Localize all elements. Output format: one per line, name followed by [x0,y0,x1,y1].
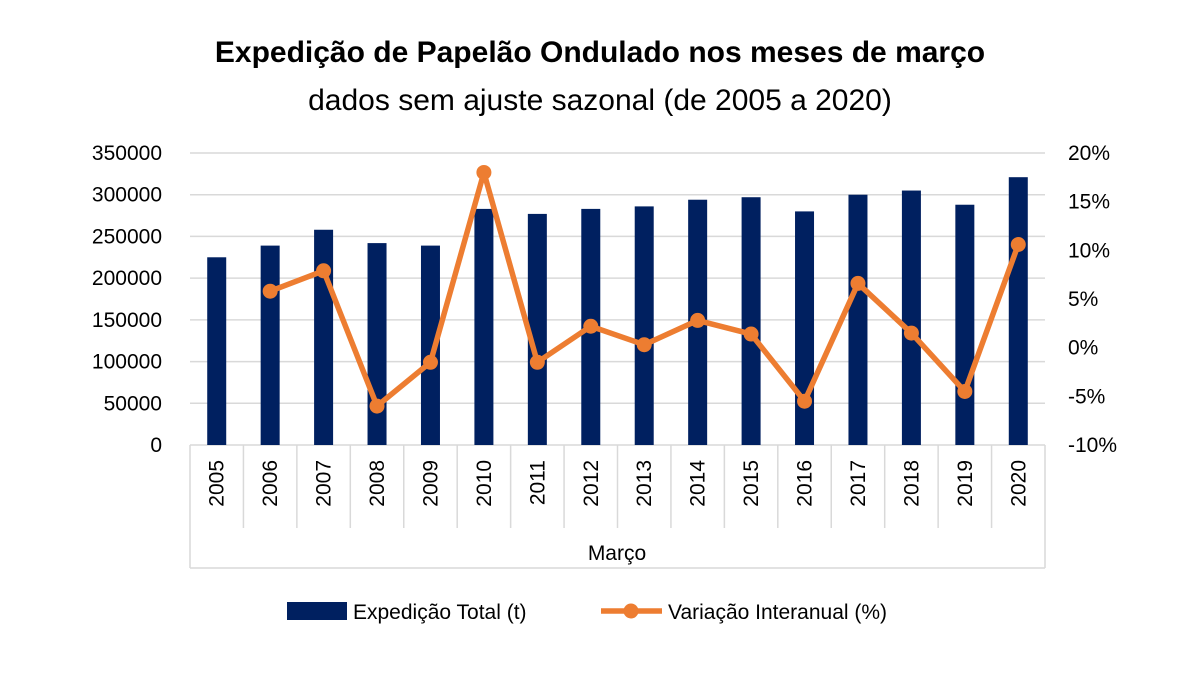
right-tick-label: -10% [1068,434,1117,457]
legend-label-expedicao: Expedição Total (t) [353,601,527,624]
chart-subtitle: dados sem ajuste sazonal (de 2005 a 2020… [308,84,892,117]
left-axis-ticks: 0 50000 100000 150000 200000 250000 300000 3500… [92,142,162,457]
bar-2007 [314,229,334,445]
legend-bar-swatch [287,602,347,620]
line-point-2010 [476,164,492,180]
x-tick-label: 2019 [954,460,977,507]
x-tick-label: 2013 [633,460,656,507]
bar-2009 [420,245,440,445]
x-tick-label: 2012 [580,460,603,507]
line-point-2009 [422,354,438,370]
x-tick-label: 2020 [1007,460,1030,507]
line-point-2011 [529,354,545,370]
x-tick-label: 2017 [847,460,870,507]
bar-2019 [955,204,975,445]
legend: Expedição Total (t) Variação Interanual (… [287,601,887,624]
x-tick-label: 2009 [419,460,442,507]
line-point-2008 [369,398,385,414]
bar-2016 [795,211,815,445]
x-tick-label: 2006 [259,460,282,507]
line-point-2016 [797,393,813,409]
bar-2013 [634,206,654,445]
right-tick-label: 15% [1068,191,1110,214]
right-tick-label: 0% [1068,337,1098,360]
legend-line-marker [623,603,639,619]
left-tick-label: 200000 [92,267,162,290]
x-tick-label: 2014 [687,460,710,507]
right-tick-label: 5% [1068,288,1098,311]
x-tick-label: 2007 [313,460,336,507]
bar-2005 [207,257,227,445]
bar-2018 [901,190,921,445]
bar-series-expedicao [207,177,1028,446]
x-tick-label: 2008 [366,460,389,507]
x-tick-label: 2016 [794,460,817,507]
bar-2015 [741,197,761,445]
line-point-2014 [690,312,706,328]
legend-label-variacao: Variação Interanual (%) [668,601,887,624]
right-axis-ticks: -10% -5% 0% 5% 10% 15% 20% [1068,142,1117,457]
line-point-2015 [743,326,759,342]
right-tick-label: -5% [1068,385,1105,408]
x-tick-label: 2005 [206,460,229,507]
line-point-2018 [903,325,919,341]
left-tick-label: 100000 [92,351,162,374]
line-point-2020 [1010,236,1026,252]
bar-2017 [848,194,868,445]
left-tick-label: 250000 [92,225,162,248]
left-tick-label: 300000 [92,184,162,207]
line-point-2007 [316,263,332,279]
bar-2006 [260,245,280,445]
bar-2020 [1008,177,1028,446]
x-tick-label: 2018 [900,460,923,507]
x-tick-label: 2010 [473,460,496,507]
right-tick-label: 20% [1068,142,1110,165]
right-tick-label: 10% [1068,239,1110,262]
line-series-variacao [262,164,1026,414]
chart-title: Expedição de Papelão Ondulado nos meses … [215,36,985,69]
left-tick-label: 50000 [104,392,162,415]
x-tick-label: 2015 [740,460,763,507]
line-point-2006 [262,283,278,299]
bar-2008 [367,243,387,445]
line-point-2013 [636,337,652,353]
line-point-2017 [850,275,866,291]
left-tick-label: 0 [150,434,162,457]
x-axis-label: Março [588,542,646,565]
bar-2010 [474,208,494,445]
x-axis-ticks: 2005 2006 2007 2008 2009 2010 2011 2012 2013 2014… [206,460,1031,507]
line-point-2019 [957,383,973,399]
bar-2011 [527,213,547,445]
line-point-2012 [583,318,599,334]
left-tick-label: 150000 [92,309,162,332]
x-tick-label: 2011 [526,460,549,505]
left-tick-label: 350000 [92,142,162,165]
category-axis-frame [189,444,1046,569]
